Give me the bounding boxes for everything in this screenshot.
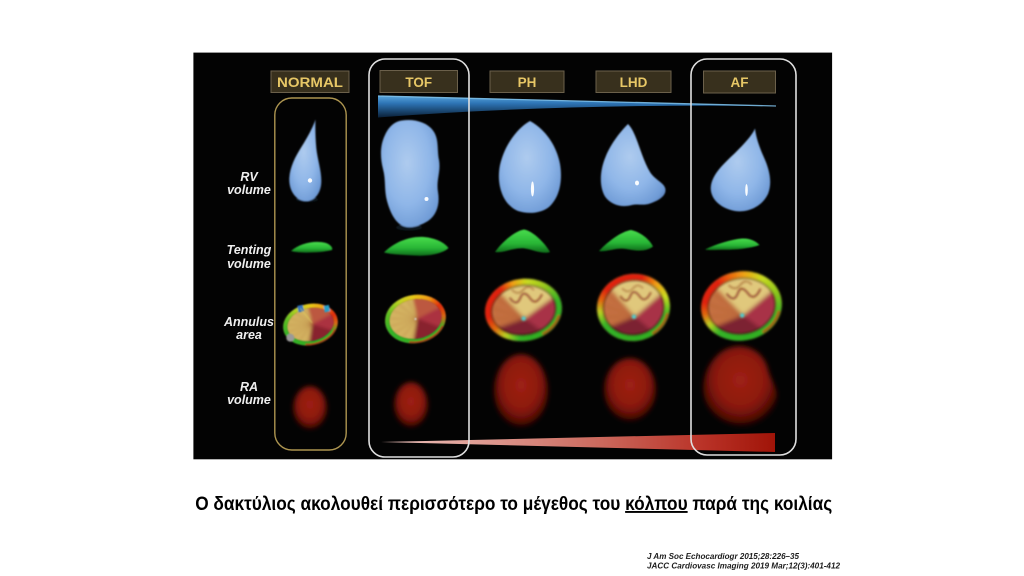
svg-text:JACC Cardiovasc Imaging 2019 M: JACC Cardiovasc Imaging 2019 Mar;12(3):4… — [647, 562, 840, 571]
svg-text:NORMAL: NORMAL — [277, 75, 343, 90]
svg-text:TOF: TOF — [405, 75, 432, 90]
svg-text:area: area — [236, 328, 262, 342]
svg-text:volume: volume — [227, 393, 271, 407]
svg-text:RV: RV — [240, 170, 259, 184]
svg-text:LHD: LHD — [620, 75, 648, 90]
svg-text:PH: PH — [518, 75, 537, 90]
svg-text:Annulus: Annulus — [223, 315, 274, 329]
svg-text:Tenting: Tenting — [227, 243, 272, 257]
svg-text:J Am Soc Echocardiogr 2015;28:: J Am Soc Echocardiogr 2015;28:226–35 — [647, 552, 799, 561]
svg-text:AF: AF — [731, 75, 749, 90]
svg-text:Ο δακτύλιος ακολουθεί περισσότ: Ο δακτύλιος ακολουθεί περισσότερο το μέγ… — [195, 494, 832, 515]
svg-text:volume: volume — [227, 257, 271, 271]
svg-text:RA: RA — [240, 380, 258, 394]
svg-text:volume: volume — [227, 183, 271, 197]
